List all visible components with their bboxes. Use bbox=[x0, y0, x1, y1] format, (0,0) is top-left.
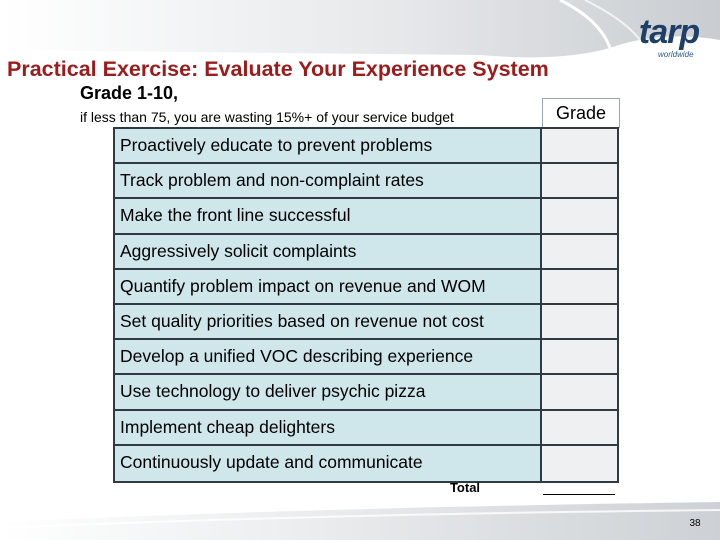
table-row: Set quality priorities based on revenue … bbox=[115, 304, 617, 341]
table-row: Use technology to deliver psychic pizza bbox=[115, 375, 617, 411]
grade-cell[interactable] bbox=[542, 445, 617, 481]
total-entry-line[interactable] bbox=[543, 494, 615, 495]
grade-cell[interactable] bbox=[542, 129, 617, 165]
table-row: Develop a unified VOC describing experie… bbox=[115, 340, 617, 376]
bottom-decorative-band bbox=[0, 500, 720, 540]
table-row: Implement cheap delighters bbox=[115, 410, 617, 446]
table-row: Continuously update and communicate bbox=[115, 445, 617, 481]
page-number: 38 bbox=[689, 518, 701, 529]
grade-cell[interactable] bbox=[542, 269, 617, 305]
table-row: Track problem and non-complaint rates bbox=[115, 164, 617, 200]
practice-label: Aggressively solicit complaints bbox=[115, 234, 542, 270]
grade-cell[interactable] bbox=[542, 164, 617, 200]
tarp-logo: tarp worldwide bbox=[626, 12, 712, 64]
grade-cell[interactable] bbox=[542, 375, 617, 411]
grade-cell[interactable] bbox=[542, 234, 617, 270]
page-title: Practical Exercise: Evaluate Your Experi… bbox=[7, 57, 549, 81]
logo-wordmark: tarp bbox=[638, 13, 700, 51]
budget-note: if less than 75, you are wasting 15%+ of… bbox=[80, 109, 454, 125]
grade-cell[interactable] bbox=[542, 340, 617, 376]
total-label: Total bbox=[449, 480, 481, 495]
practice-label: Continuously update and communicate bbox=[115, 445, 542, 481]
grade-cell[interactable] bbox=[542, 304, 617, 341]
practice-label: Quantify problem impact on revenue and W… bbox=[115, 269, 542, 305]
table-row: Make the front line successful bbox=[115, 199, 617, 235]
practice-label: Set quality priorities based on revenue … bbox=[115, 304, 542, 341]
table-row: Proactively educate to prevent problems bbox=[115, 129, 617, 165]
logo-subtext: worldwide bbox=[658, 50, 694, 59]
practice-label: Develop a unified VOC describing experie… bbox=[115, 340, 542, 376]
practice-label: Use technology to deliver psychic pizza bbox=[115, 375, 542, 411]
top-decorative-band bbox=[0, 0, 720, 60]
practice-label: Proactively educate to prevent problems bbox=[115, 129, 542, 165]
grade-cell[interactable] bbox=[542, 199, 617, 235]
table-row: Aggressively solicit complaints bbox=[115, 234, 617, 270]
practice-label: Track problem and non-complaint rates bbox=[115, 164, 542, 200]
practice-label: Implement cheap delighters bbox=[115, 410, 542, 446]
grade-cell[interactable] bbox=[542, 410, 617, 446]
exercise-table: Proactively educate to prevent problems T… bbox=[113, 127, 619, 483]
subtitle: Grade 1-10, bbox=[80, 83, 179, 103]
grade-header: Grade bbox=[542, 98, 620, 128]
table-row: Quantify problem impact on revenue and W… bbox=[115, 269, 617, 305]
practice-label: Make the front line successful bbox=[115, 199, 542, 235]
